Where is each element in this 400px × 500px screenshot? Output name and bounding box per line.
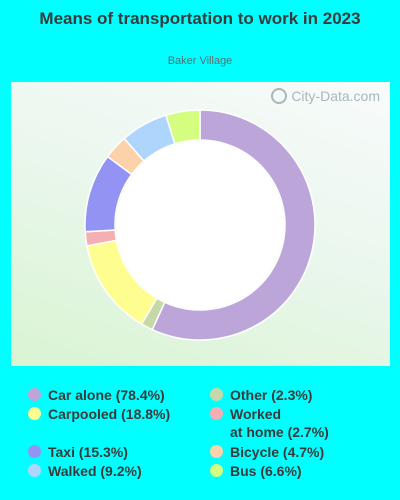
legend-label: Other (2.3%) (230, 387, 313, 403)
legend-item-carpooled: Carpooled (18.8%) (28, 405, 170, 423)
legend-label: Bus (6.6%) (230, 463, 302, 479)
legend-item-car-alone: Car alone (78.4%) (28, 386, 165, 404)
legend-item-bicycle: Bicycle (4.7%) (210, 443, 324, 461)
chart-title: Means of transportation to work in 2023 (39, 9, 361, 28)
legend-swatch (210, 464, 223, 477)
legend-swatch (28, 407, 41, 420)
watermark-text: City-Data.com (291, 88, 380, 104)
legend-swatch (28, 445, 41, 458)
donut-chart (84, 109, 316, 341)
legend-item-taxi: Taxi (15.3%) (28, 443, 128, 461)
chart-panel: City-Data.com (11, 82, 390, 366)
watermark-icon (271, 88, 288, 104)
donut-hole (116, 141, 284, 309)
legend-item-worked-at-home: Worked at home (2.7%) (210, 405, 329, 441)
watermark: City-Data.com (271, 88, 380, 104)
legend-label: Taxi (15.3%) (48, 444, 128, 460)
legend-swatch (28, 388, 41, 401)
chart-subtitle: Baker Village (167, 55, 233, 67)
legend-swatch (210, 407, 223, 420)
donut-slice-car-alone (151, 109, 316, 341)
legend-label: Walked (9.2%) (48, 463, 142, 479)
legend-label: Bicycle (4.7%) (230, 444, 325, 460)
legend-swatch (210, 388, 223, 401)
legend-label: Carpooled (18.8%) (48, 406, 171, 422)
legend-label: Worked at home (2.7%) (230, 406, 329, 440)
legend-item-other: Other (2.3%) (210, 386, 312, 404)
donut-slice-bus (165, 109, 201, 145)
legend-item-walked: Walked (9.2%) (28, 462, 142, 480)
legend-label: Car alone (78.4%) (48, 387, 165, 403)
legend-swatch (210, 445, 223, 458)
legend-item-bus: Bus (6.6%) (210, 462, 302, 480)
legend-swatch (28, 464, 41, 477)
